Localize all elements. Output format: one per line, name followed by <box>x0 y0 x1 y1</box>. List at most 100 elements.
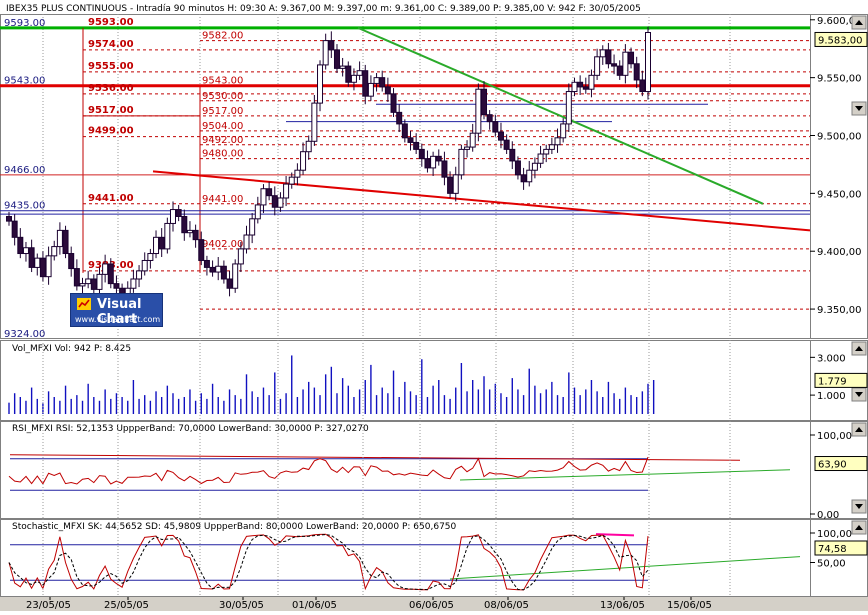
candle-body <box>68 253 75 270</box>
candle-body <box>582 86 589 90</box>
candle-body <box>300 151 307 171</box>
candle-body <box>588 74 595 90</box>
date-axis-bar <box>0 597 868 611</box>
left-level-label: 9466.00 <box>4 165 45 176</box>
price-tick-label: 9.500,00 <box>817 132 862 143</box>
fib-level-label: 9536.00 <box>88 83 134 94</box>
candle-body <box>543 148 550 155</box>
price-tick-label: 9.350,00 <box>817 305 862 316</box>
candle-body <box>333 49 340 69</box>
scroll-down-icon <box>855 392 863 397</box>
price-panel-axis <box>810 14 868 339</box>
stoch-k-line <box>8 533 649 591</box>
candle-body <box>599 49 606 58</box>
chart-header-text: IBEX35 PLUS CONTINUOUS - Intradía 90 min… <box>6 4 641 14</box>
candle-body <box>605 49 612 65</box>
candle-body <box>639 79 646 93</box>
candle-body <box>645 32 651 93</box>
candle-body <box>565 91 572 125</box>
candle-body <box>531 162 538 171</box>
candle-body <box>469 132 476 148</box>
candle-body <box>45 255 52 278</box>
rsi-trendline-green <box>459 469 791 481</box>
fib-inner-label: 9543.00 <box>202 76 243 87</box>
candle-body <box>113 283 120 289</box>
stoch-last-box <box>814 540 868 556</box>
volume-tick-label: 1.000 <box>817 391 846 402</box>
candle-body <box>220 265 227 280</box>
candle-body <box>181 216 188 234</box>
candle-body <box>322 40 329 66</box>
visual-chart-logo: Visual Chart www.visualchart.com <box>70 293 163 327</box>
candle-body <box>141 259 148 272</box>
date-label: 15/06/05 <box>667 600 712 611</box>
last-price-box <box>814 31 868 47</box>
candle-body <box>6 216 12 222</box>
candle-body <box>266 188 273 197</box>
candle-body <box>277 197 284 208</box>
scroll-up-icon <box>855 427 863 432</box>
price-tick-label: 9.550,00 <box>817 74 862 85</box>
candle-body <box>136 270 143 280</box>
rsi-last-label: 63,90 <box>818 460 847 471</box>
date-label: 25/05/05 <box>104 600 149 611</box>
candle-body <box>339 65 346 69</box>
logo-name: Visual Chart <box>97 297 142 327</box>
candle-body <box>520 174 527 183</box>
stochastic-header: Stochastic_MFXI SK: 44,5652 SD: 45,9809 … <box>12 522 457 532</box>
candle-body <box>328 40 335 51</box>
candle-body <box>175 209 182 218</box>
rsi-last-box <box>814 456 868 472</box>
candle-body <box>464 146 471 150</box>
candle-body <box>526 169 533 183</box>
candle-body <box>611 63 618 67</box>
stoch-d-line <box>8 533 649 591</box>
candle-body <box>560 123 567 139</box>
candle-body <box>577 81 584 88</box>
candle-body <box>260 188 267 206</box>
candle-body <box>537 153 544 164</box>
logo-icon <box>77 298 91 310</box>
candle-body <box>503 139 510 150</box>
rsi-tick-label: 100,00 <box>817 431 852 442</box>
candle-body <box>107 263 114 285</box>
candle-body <box>22 247 29 255</box>
fib-inner-label: 9480.00 <box>202 149 243 160</box>
fib-level-label: 9441.00 <box>88 193 134 204</box>
candle-body <box>198 239 205 261</box>
candle-body <box>435 155 442 162</box>
candle-body <box>294 169 301 178</box>
candle-body <box>430 155 437 169</box>
candle-body <box>401 123 408 139</box>
candle-body <box>554 137 561 146</box>
candle-body <box>283 183 290 199</box>
candle-body <box>458 148 465 176</box>
fib-inner-label: 9441.00 <box>202 194 243 205</box>
candle-body <box>226 278 233 289</box>
candle-body <box>28 247 35 268</box>
candle-body <box>594 56 601 76</box>
candle-body <box>11 220 18 238</box>
candles-group <box>6 26 651 308</box>
candle-body <box>509 148 516 162</box>
rsi-trendline-red <box>9 454 741 461</box>
candle-body <box>203 259 210 268</box>
rsi-line <box>8 456 649 485</box>
left-level-label: 9324.00 <box>4 329 45 340</box>
candle-body <box>628 51 635 65</box>
candle-body <box>34 257 41 268</box>
candle-body <box>56 229 63 248</box>
scroll-down-icon <box>855 504 863 509</box>
candle-body <box>475 88 482 134</box>
candle-body <box>90 278 97 290</box>
candle-body <box>452 174 459 194</box>
stoch-last-label: 74,58 <box>818 544 847 555</box>
candle-body <box>271 195 278 208</box>
date-label: 08/06/05 <box>484 600 529 611</box>
candle-body <box>350 74 357 83</box>
fib-inner-label: 9504.00 <box>202 121 243 132</box>
candle-body <box>616 65 623 76</box>
candle-body <box>373 77 380 84</box>
candle-body <box>317 64 324 104</box>
